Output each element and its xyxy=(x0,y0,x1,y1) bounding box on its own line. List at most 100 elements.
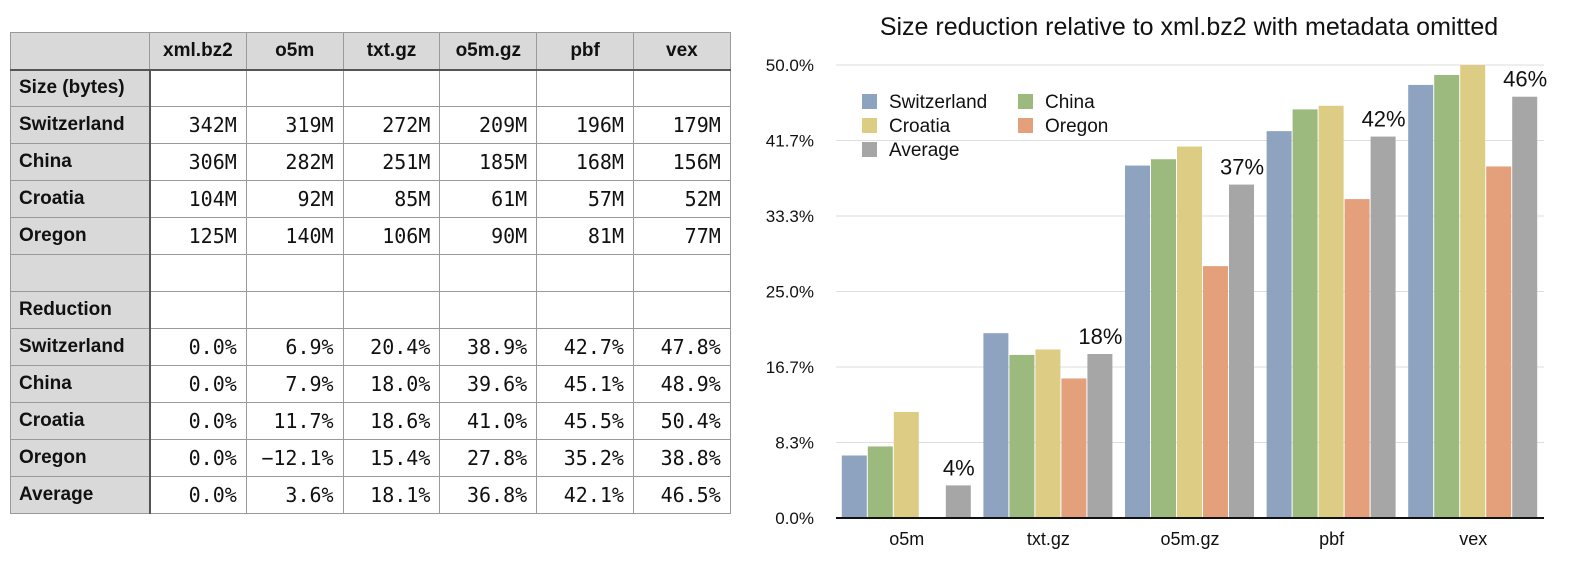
table-cell: 46.5% xyxy=(632,476,731,514)
bar-china xyxy=(1292,109,1318,519)
table-cell: 140M xyxy=(245,217,344,255)
table-row: Reduction xyxy=(10,291,731,329)
bar-croatia xyxy=(1318,105,1344,519)
bar-china xyxy=(1151,159,1176,518)
table-cell: 77M xyxy=(632,217,731,255)
table-cell xyxy=(342,291,441,329)
table-row: Croatia 0.0% 11.7% 18.6% 41.0% 45.5% 50.4% xyxy=(10,402,731,440)
bar-oregon xyxy=(1061,378,1087,518)
x-category-label: pbf xyxy=(1319,529,1345,549)
table-cell xyxy=(245,291,344,329)
table-cell xyxy=(632,291,731,329)
table-cell: 104M xyxy=(149,180,247,218)
row-label: Oregon xyxy=(10,217,151,255)
bar-average xyxy=(1087,354,1113,518)
bar-average xyxy=(1229,184,1254,519)
table-cell: 3.6% xyxy=(245,476,344,514)
row-label: Average xyxy=(10,476,151,514)
table-cell: 38.8% xyxy=(632,439,731,477)
data-label: 46% xyxy=(1503,67,1547,92)
legend-swatch xyxy=(862,94,877,109)
table-row: Average 0.0% 3.6% 18.1% 36.8% 42.1% 46.5% xyxy=(10,476,731,514)
table-cell: 0.0% xyxy=(149,439,247,477)
row-label: Croatia xyxy=(10,402,151,440)
legend-label: China xyxy=(1045,92,1095,113)
table-cell: 85M xyxy=(342,180,441,218)
table-cell: 90M xyxy=(439,217,538,255)
table-cell: 61M xyxy=(439,180,538,218)
size-table: xml.bz2 o5m txt.gz o5m.gz pbf vex Size (bytes… xyxy=(10,32,731,514)
table-cell: 282M xyxy=(245,143,344,181)
row-label: Croatia xyxy=(10,180,151,218)
table-cell: 52M xyxy=(632,180,731,218)
data-label: 18% xyxy=(1078,324,1122,349)
y-tick-label: 0.0% xyxy=(775,509,814,528)
bars xyxy=(841,65,1538,519)
table-cell xyxy=(439,69,538,107)
legend-label: Oregon xyxy=(1045,116,1108,137)
bar-croatia xyxy=(893,411,919,518)
bar-switzerland xyxy=(1408,84,1434,518)
bar-china xyxy=(1434,74,1460,518)
table-cell: 11.7% xyxy=(245,402,344,440)
table-cell: −12.1% xyxy=(245,439,344,477)
y-tick-label: 16.7% xyxy=(766,358,814,377)
column-header: pbf xyxy=(536,32,634,70)
table-cell xyxy=(536,69,634,107)
y-tick-label: 8.3% xyxy=(775,434,814,453)
column-header: o5m xyxy=(245,32,344,70)
column-header: txt.gz xyxy=(342,32,441,70)
table-row: China 306M 282M 251M 185M 168M 156M xyxy=(10,143,731,181)
table-cell: 45.1% xyxy=(536,365,634,403)
table-cell: 41.0% xyxy=(439,402,538,440)
y-tick-label: 33.3% xyxy=(766,207,814,226)
table-cell: 47.8% xyxy=(632,328,731,366)
row-label: Size (bytes) xyxy=(10,69,151,107)
table-row: China 0.0% 7.9% 18.0% 39.6% 45.1% 48.9% xyxy=(10,365,731,403)
table-cell: 306M xyxy=(149,143,247,181)
table-cell: 18.6% xyxy=(342,402,441,440)
table-cell: 196M xyxy=(536,106,634,144)
legend-label: Croatia xyxy=(889,116,951,137)
table-cell: 6.9% xyxy=(245,328,344,366)
data-label: 42% xyxy=(1362,107,1406,132)
row-label: China xyxy=(10,143,151,181)
bar-china xyxy=(867,446,893,518)
table-row: Oregon 0.0% −12.1% 15.4% 27.8% 35.2% 38.8% xyxy=(10,439,731,477)
table-cell: 156M xyxy=(632,143,731,181)
table-cell: 38.9% xyxy=(439,328,538,366)
table-body: Size (bytes) Switzerland 342M 319M 272M 209M 1… xyxy=(10,69,731,514)
table-cell: 0.0% xyxy=(149,476,247,514)
table-cell: 45.5% xyxy=(536,402,634,440)
legend: Switzerland China Croatia Oregon Average xyxy=(862,92,1108,161)
bar-croatia xyxy=(1460,65,1486,518)
table-cell xyxy=(149,291,247,329)
row-label: China xyxy=(10,365,151,403)
data-label: 37% xyxy=(1220,155,1264,180)
row-label xyxy=(10,254,151,292)
bar-oregon xyxy=(1344,199,1370,518)
table-cell: 0.0% xyxy=(149,328,247,366)
column-header: o5m.gz xyxy=(439,32,538,70)
table-cell: 209M xyxy=(439,106,538,144)
table-cell: 0.0% xyxy=(149,365,247,403)
bar-switzerland xyxy=(1125,165,1150,519)
table-cell: 179M xyxy=(632,106,731,144)
table-cell xyxy=(342,69,441,107)
table-cell xyxy=(632,254,731,292)
bar-switzerland xyxy=(841,455,867,518)
legend-swatch xyxy=(1018,94,1033,109)
legend-swatch xyxy=(862,118,877,133)
chart-title: Size reduction relative to xml.bz2 with … xyxy=(880,13,1498,41)
table-cell: 168M xyxy=(536,143,634,181)
table-cell: 50.4% xyxy=(632,402,731,440)
table-cell: 48.9% xyxy=(632,365,731,403)
bar-switzerland xyxy=(1266,131,1292,518)
table-cell: 36.8% xyxy=(439,476,538,514)
table-cell: 7.9% xyxy=(245,365,344,403)
x-category-label: txt.gz xyxy=(1027,529,1070,549)
bar-average xyxy=(1370,136,1396,518)
axes: 0.0% 8.3% 16.7% 25.0% 33.3% 41.7% 50.0% o5m txt.… xyxy=(766,56,1544,549)
table-cell xyxy=(439,254,538,292)
